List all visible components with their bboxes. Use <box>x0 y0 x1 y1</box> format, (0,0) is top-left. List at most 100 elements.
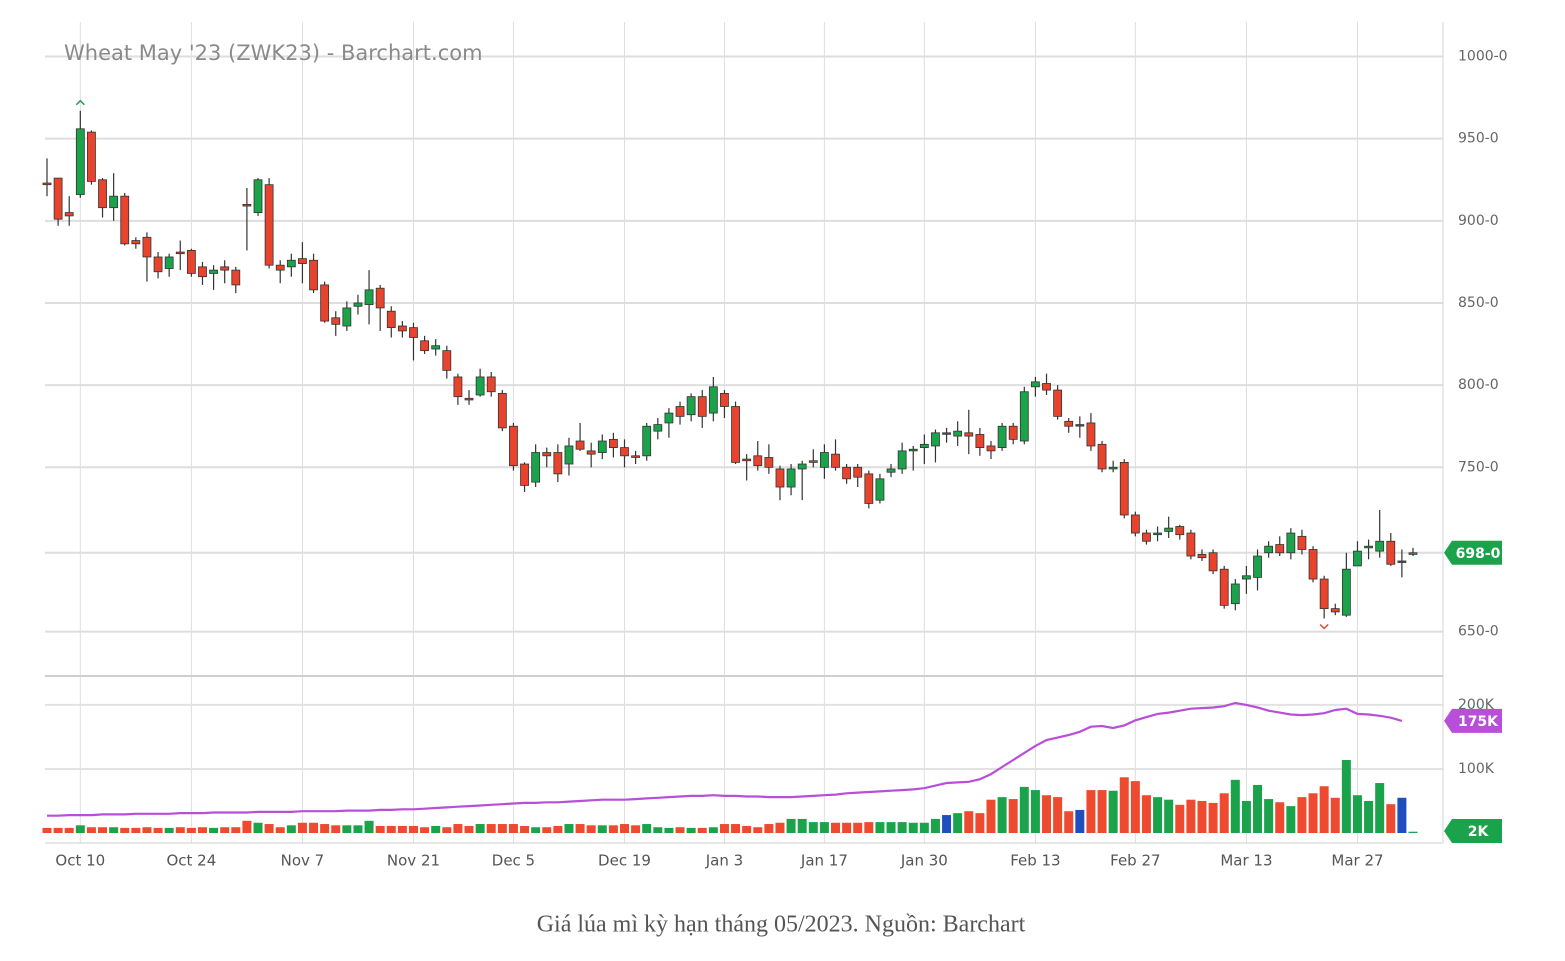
volume-bar <box>964 811 974 833</box>
volume-bar <box>420 827 430 833</box>
volume-bar <box>486 824 496 833</box>
candle-body <box>353 302 363 307</box>
volume-bar <box>397 825 407 833</box>
volume-bar <box>64 827 74 833</box>
volume-bar <box>242 820 252 833</box>
price-badge-shape <box>1444 540 1502 565</box>
volume-bar <box>1308 793 1318 833</box>
volume-bar <box>1108 790 1118 833</box>
candle-body <box>620 447 629 457</box>
volume-bar <box>142 827 152 833</box>
volume-bar <box>975 813 985 833</box>
open-interest-badge-shape <box>1444 708 1502 733</box>
volume-bar <box>309 822 319 833</box>
volume-bar <box>464 825 474 833</box>
candle-body <box>831 453 840 468</box>
volume-bar <box>520 825 530 833</box>
volume-bar <box>253 822 263 833</box>
volume-bar <box>98 827 108 833</box>
candle-body <box>1242 575 1251 580</box>
volume-bar <box>1286 806 1296 833</box>
candle-body <box>1408 552 1418 555</box>
volume-bar <box>742 825 752 833</box>
labels: Oct 10 Oct 24 Nov 7 Nov 21 Dec 5 Dec 19 Jan 3 J… <box>55 49 1507 870</box>
volume-bar <box>386 825 396 833</box>
candle-body <box>331 317 341 325</box>
x-tick-label: Jan 30 <box>900 852 948 870</box>
candle-body <box>708 386 718 414</box>
candle-body <box>397 325 407 332</box>
volume-bar <box>220 827 230 833</box>
volume-bar <box>375 825 385 833</box>
volume-bar <box>553 825 563 833</box>
candle-body <box>320 284 330 322</box>
candle-body <box>1064 420 1074 427</box>
candle-body <box>1119 461 1129 516</box>
volume-bar <box>886 822 896 833</box>
volume-bar <box>1241 800 1251 833</box>
volume-bar <box>675 827 685 833</box>
volume-bar <box>831 822 841 833</box>
volume-bar <box>597 825 607 833</box>
volume-bar <box>1075 809 1085 833</box>
candle-body <box>564 445 574 465</box>
candle-body <box>497 392 507 429</box>
volume-bar <box>1130 781 1140 833</box>
x-tick-label: Mar 27 <box>1331 852 1383 870</box>
chart-title: Wheat May '23 (ZWK23) - Barchart.com <box>64 41 483 65</box>
candle-body <box>453 376 463 398</box>
volume-bar <box>497 824 507 833</box>
volume-bar <box>619 824 629 833</box>
volume-bar <box>1019 786 1029 833</box>
price-badge: 698-0 <box>1456 546 1501 562</box>
candle-body <box>275 264 285 271</box>
volume-bar <box>708 827 718 833</box>
volume-bar <box>642 824 652 833</box>
volume-bar <box>542 827 552 833</box>
candle-body <box>364 289 374 306</box>
volume-bar <box>164 827 174 833</box>
volume-bar <box>930 818 940 833</box>
candle-body <box>64 212 74 217</box>
open-interest-badge: 175K <box>1458 714 1499 730</box>
volume-bar <box>1086 790 1096 833</box>
volume-bar <box>697 827 707 833</box>
volume-bar <box>75 825 85 833</box>
candle-body <box>675 406 685 417</box>
volume-bar <box>264 824 274 833</box>
volume-bar <box>297 822 307 833</box>
volume-bar <box>1164 799 1174 833</box>
candle-body <box>786 468 796 488</box>
x-tick-label: Feb 27 <box>1110 852 1160 870</box>
y-tick-label: 950-0 <box>1458 131 1499 147</box>
x-tick-label: Jan 3 <box>705 852 743 870</box>
candle-body <box>1053 389 1063 417</box>
volume-bar <box>453 824 463 833</box>
candle-body <box>509 425 518 467</box>
candle-body <box>775 468 785 488</box>
candle-body <box>697 396 707 417</box>
volume-bar <box>408 825 418 833</box>
candle-body <box>42 182 52 186</box>
volume-bar <box>864 822 874 833</box>
volume-bar <box>53 827 63 833</box>
volume-bar <box>231 827 241 833</box>
x-tick-label: Feb 13 <box>1010 852 1060 870</box>
candle-body <box>242 203 252 207</box>
candle-body <box>1164 527 1174 532</box>
candle-body <box>1142 532 1151 542</box>
candle-body <box>642 425 652 457</box>
candle-body <box>1208 552 1218 572</box>
volume-badge: 2K <box>1468 824 1490 840</box>
candle-body <box>742 458 752 462</box>
candle-body <box>386 310 396 329</box>
volume-bar <box>631 825 641 833</box>
candle-body <box>575 440 585 450</box>
volume-bar <box>153 827 163 833</box>
candle-body <box>908 448 918 452</box>
x-tick-label: Mar 13 <box>1220 852 1272 870</box>
candle-body <box>531 452 541 483</box>
volume-bar <box>431 825 441 833</box>
grid <box>45 22 1443 843</box>
